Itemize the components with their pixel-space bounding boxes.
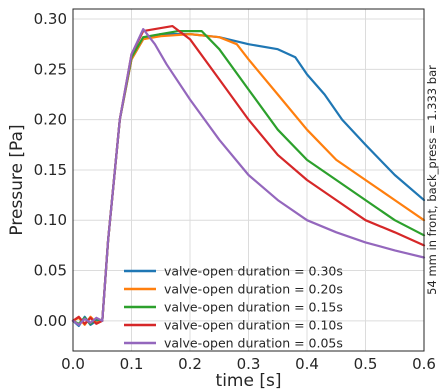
x-tick-label: 0.4 [295,355,319,373]
plot-frame [72,8,425,352]
y-axis-label: Pressure [Pa] [7,124,27,235]
x-tick-label: 0.1 [120,355,144,373]
x-axis-label: time [s] [216,371,282,391]
right-side-annotation: 54 mm in front, back_press = 1.333 bar [425,65,439,295]
y-tick-label: 0.15 [34,161,67,179]
y-tick-label: 0.20 [34,111,67,129]
series-line-5 [71,28,426,326]
series-lines [71,25,426,327]
y-tick-label: 0.10 [34,211,67,229]
y-tick-label: 0.00 [34,312,67,330]
y-tick-label: 0.05 [34,262,67,280]
x-tick-label: 0.5 [354,355,378,373]
x-tick-label: 0.2 [178,355,202,373]
legend-label-3: valve-open duration = 0.15s [164,300,343,315]
x-tick-label: 0.3 [237,355,261,373]
legend-label-2: valve-open duration = 0.20s [164,282,343,297]
x-tick-label: 0.6 [412,355,436,373]
legend: valve-open duration = 0.30s valve-open du… [124,264,343,351]
legend-label-4: valve-open duration = 0.10s [164,318,343,333]
x-tick-label: 0.0 [61,355,85,373]
y-tick-label: 0.25 [34,60,67,78]
legend-label-1: valve-open duration = 0.30s [164,264,343,279]
tick-labels: 0.0 0.1 0.2 0.3 0.4 0.5 0.6 0.00 0.05 0.10 0.15 0.2… [34,10,436,373]
y-tick-label: 0.30 [34,10,67,28]
legend-label-5: valve-open duration = 0.05s [164,336,343,351]
